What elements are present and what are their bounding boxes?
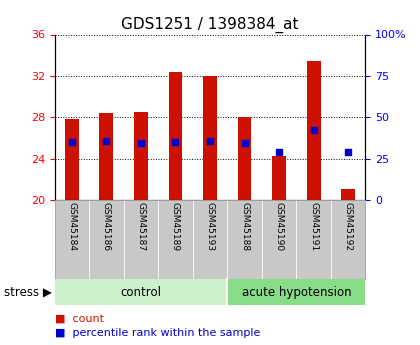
- Text: ■  count: ■ count: [55, 314, 104, 324]
- Bar: [272, 156, 286, 200]
- Bar: [65, 119, 79, 200]
- Text: GSM45193: GSM45193: [205, 202, 215, 251]
- Bar: [238, 117, 252, 200]
- Text: GSM45187: GSM45187: [136, 202, 145, 251]
- Bar: [168, 72, 182, 200]
- Bar: [341, 189, 355, 200]
- Text: GSM45190: GSM45190: [275, 202, 284, 251]
- Text: acute hypotension: acute hypotension: [241, 286, 351, 299]
- Text: GSM45186: GSM45186: [102, 202, 111, 251]
- Text: control: control: [121, 286, 161, 299]
- Bar: [307, 61, 320, 200]
- Text: stress ▶: stress ▶: [4, 286, 52, 299]
- Title: GDS1251 / 1398384_at: GDS1251 / 1398384_at: [121, 17, 299, 33]
- Bar: [100, 113, 113, 200]
- Bar: [203, 76, 217, 200]
- Text: GSM45184: GSM45184: [67, 202, 76, 251]
- Bar: [134, 112, 148, 200]
- Text: GSM45192: GSM45192: [344, 202, 353, 251]
- Text: GSM45189: GSM45189: [171, 202, 180, 251]
- Text: GSM45188: GSM45188: [240, 202, 249, 251]
- Text: GSM45191: GSM45191: [309, 202, 318, 251]
- Text: ■  percentile rank within the sample: ■ percentile rank within the sample: [55, 328, 260, 338]
